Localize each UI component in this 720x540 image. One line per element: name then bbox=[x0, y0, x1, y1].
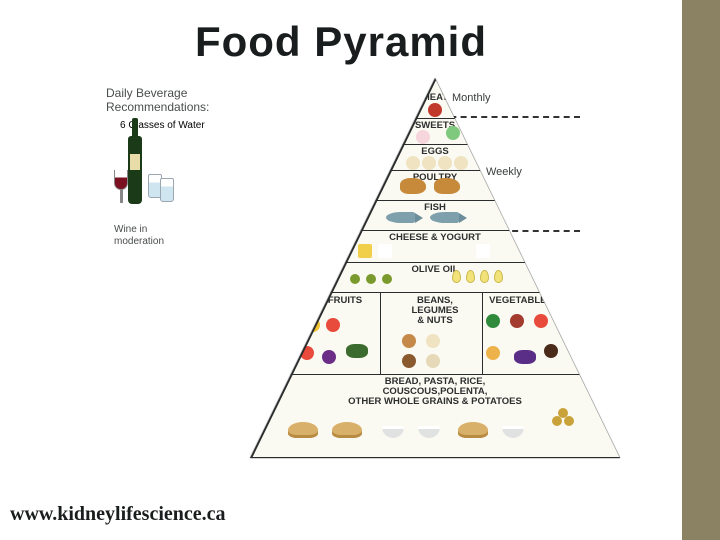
wine-glass-icon bbox=[114, 170, 128, 190]
food-icon bbox=[350, 274, 360, 284]
tier-label: OLIVE OIL bbox=[412, 265, 459, 275]
food-icon bbox=[366, 274, 376, 284]
food-icon bbox=[378, 244, 392, 258]
food-icon bbox=[510, 314, 524, 328]
footer-url: www.kidneylifescience.ca bbox=[10, 503, 226, 526]
food-icon bbox=[346, 344, 368, 358]
grain-icon bbox=[502, 426, 524, 438]
tier-label: CHEESE & YOGURT bbox=[389, 233, 481, 243]
food-icon bbox=[564, 416, 574, 426]
tier-label: FRUITS bbox=[328, 296, 362, 306]
beverage-heading: Daily Beverage Recommendations: bbox=[106, 86, 209, 115]
wine-bottle-icon bbox=[128, 136, 142, 204]
oil-drop-icon bbox=[466, 270, 475, 283]
food-icon bbox=[544, 344, 558, 358]
food-icon bbox=[486, 314, 500, 328]
food-icon bbox=[486, 346, 500, 360]
food-icon bbox=[534, 314, 548, 328]
food-icon bbox=[514, 350, 536, 364]
oil-drop-icon bbox=[494, 270, 503, 283]
food-pyramid-figure: Daily Beverage Recommendations: 6 Glasse… bbox=[100, 78, 600, 478]
decorative-side-bar bbox=[682, 0, 720, 540]
tier-rule bbox=[250, 374, 620, 375]
food-icon bbox=[426, 354, 440, 368]
food-icon bbox=[416, 130, 430, 144]
food-icon bbox=[358, 244, 372, 258]
grain-icon bbox=[382, 426, 404, 438]
oil-drop-icon bbox=[452, 270, 461, 283]
grain-icon bbox=[458, 422, 488, 438]
water-glass-icon bbox=[160, 178, 174, 202]
poultry-icon bbox=[434, 178, 460, 194]
poultry-icon bbox=[400, 178, 426, 194]
oil-drop-icon bbox=[480, 270, 489, 283]
food-icon bbox=[402, 334, 416, 348]
food-icon bbox=[422, 156, 436, 170]
food-icon bbox=[454, 156, 468, 170]
food-icon bbox=[426, 334, 440, 348]
food-icon bbox=[476, 244, 490, 258]
pyramid-base bbox=[250, 457, 620, 458]
tier-vsplit bbox=[380, 292, 381, 374]
wine-note: Wine in moderation bbox=[114, 224, 164, 247]
tier-label: BEANS, LEGUMES & NUTS bbox=[412, 296, 459, 326]
food-icon bbox=[326, 318, 340, 332]
food-icon bbox=[382, 274, 392, 284]
tier-label: BREAD, PASTA, RICE, COUSCOUS,POLENTA, OT… bbox=[343, 377, 528, 407]
food-icon bbox=[406, 156, 420, 170]
grain-icon bbox=[418, 426, 440, 438]
page-title: Food Pyramid bbox=[0, 18, 682, 66]
food-icon bbox=[446, 126, 460, 140]
fish-icon bbox=[430, 212, 460, 223]
tier-vsplit bbox=[482, 292, 483, 374]
grain-icon bbox=[288, 422, 318, 438]
food-icon bbox=[402, 354, 416, 368]
food-icon bbox=[428, 103, 442, 117]
grain-icon bbox=[332, 422, 362, 438]
food-icon bbox=[322, 350, 336, 364]
food-icon bbox=[438, 156, 452, 170]
fish-icon bbox=[386, 212, 416, 223]
